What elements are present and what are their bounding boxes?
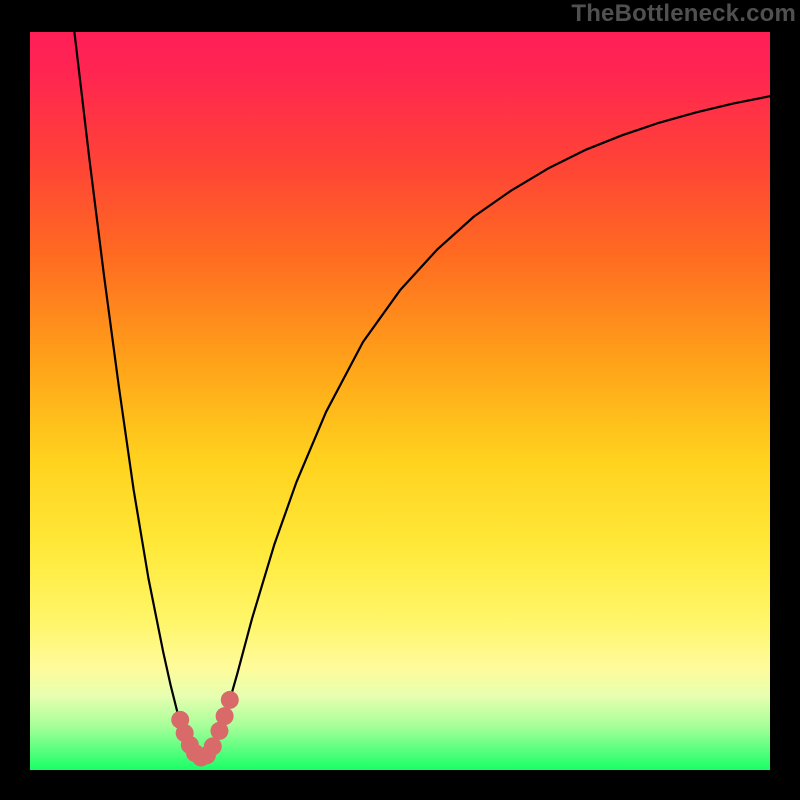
watermark-text: TheBottleneck.com bbox=[571, 0, 796, 28]
curve-marker bbox=[204, 737, 222, 755]
plot-background bbox=[30, 32, 770, 770]
chart-svg bbox=[0, 0, 800, 800]
chart-frame: TheBottleneck.com bbox=[0, 0, 800, 800]
curve-marker bbox=[216, 707, 234, 725]
curve-marker bbox=[221, 691, 239, 709]
